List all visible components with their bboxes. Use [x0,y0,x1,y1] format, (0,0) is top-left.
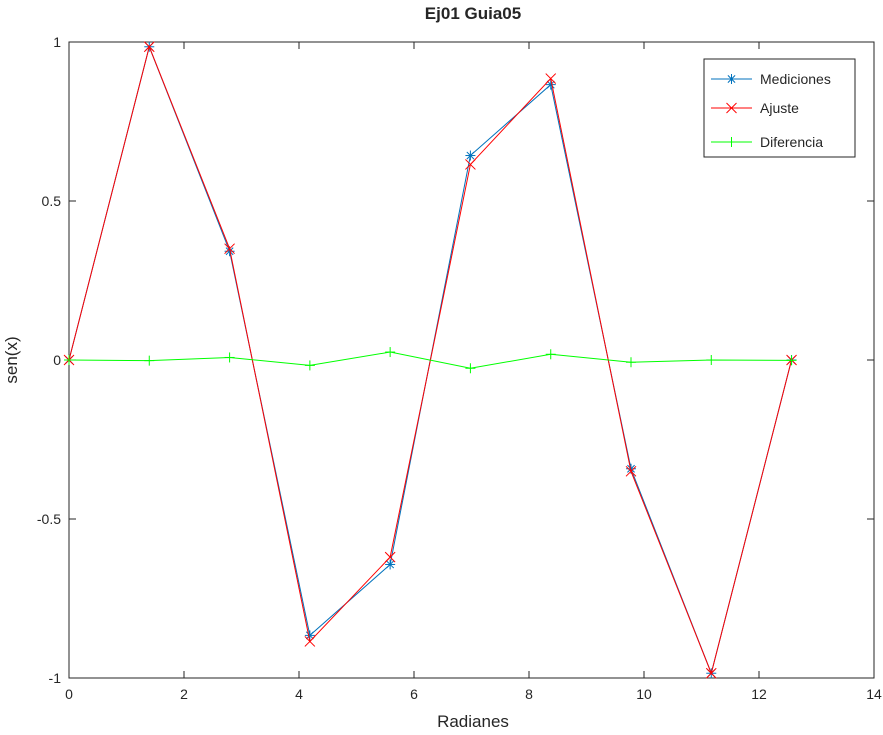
data-point-diferencia [786,355,797,366]
x-tick-label: 12 [751,686,767,702]
data-point-ajuste [705,667,717,679]
data-point-mediciones [385,559,396,570]
legend-label: Mediciones [760,71,831,87]
x-tick-label: 8 [525,686,533,702]
data-point-mediciones [626,463,637,474]
data-point-diferencia [64,355,74,365]
x-tick-label: 6 [410,686,418,702]
data-point-diferencia [224,352,235,363]
y-tick-label: 1 [53,34,61,50]
data-point-ajuste [304,636,316,647]
data-point-ajuste [384,551,396,563]
x-tick-label: 10 [636,686,652,702]
x-axis: 0 2 4 6 8 10 12 14 [65,42,882,702]
legend-marker [726,137,737,147]
legend-box [703,58,856,158]
series-layer [63,41,797,679]
data-point-diferencia [706,355,717,365]
legend: Mediciones Ajuste Diferencia [703,58,856,158]
x-tick-label: 14 [866,686,882,702]
data-point-mediciones [224,246,235,257]
chart-title: Ej01 Guia05 [425,4,521,23]
data-point-mediciones [465,150,476,161]
y-axis-label: sen(x) [2,336,21,383]
data-point-ajuste [545,73,557,84]
series-line-ajuste [68,45,793,675]
legend-label: Ajuste [760,100,799,116]
legend-item-ajuste: Ajuste [711,100,799,116]
legend-item-mediciones: Mediciones [711,71,831,87]
y-tick-label: -0.5 [37,511,61,527]
x-tick-label: 2 [180,686,188,702]
legend-marker [726,102,737,114]
data-point-ajuste [143,41,155,53]
data-point-mediciones [545,79,556,90]
data-point-ajuste [625,465,637,477]
y-axis: -1 -0.5 0 0.5 1 [37,34,874,686]
x-tick-label: 0 [65,686,73,702]
data-point-diferencia [304,360,315,371]
data-point-ajuste [224,243,235,255]
legend-marker [726,74,737,84]
data-point-mediciones [304,630,315,641]
series-diferencia [64,347,797,374]
data-point-diferencia [626,357,637,368]
data-point-diferencia [144,355,155,366]
data-point-diferencia [465,363,476,374]
data-point-ajuste [465,159,476,170]
data-point-diferencia [385,347,396,358]
data-point-diferencia [545,349,556,360]
x-axis-label: Radianes [437,712,509,731]
series-line-diferencia [68,351,792,369]
y-tick-label: -1 [49,670,62,686]
x-tick-label: 4 [295,686,303,702]
y-tick-label: 0.5 [42,193,62,209]
legend-label: Diferencia [760,134,823,150]
legend-item-diferencia: Diferencia [711,134,823,150]
y-tick-label: 0 [53,352,61,368]
